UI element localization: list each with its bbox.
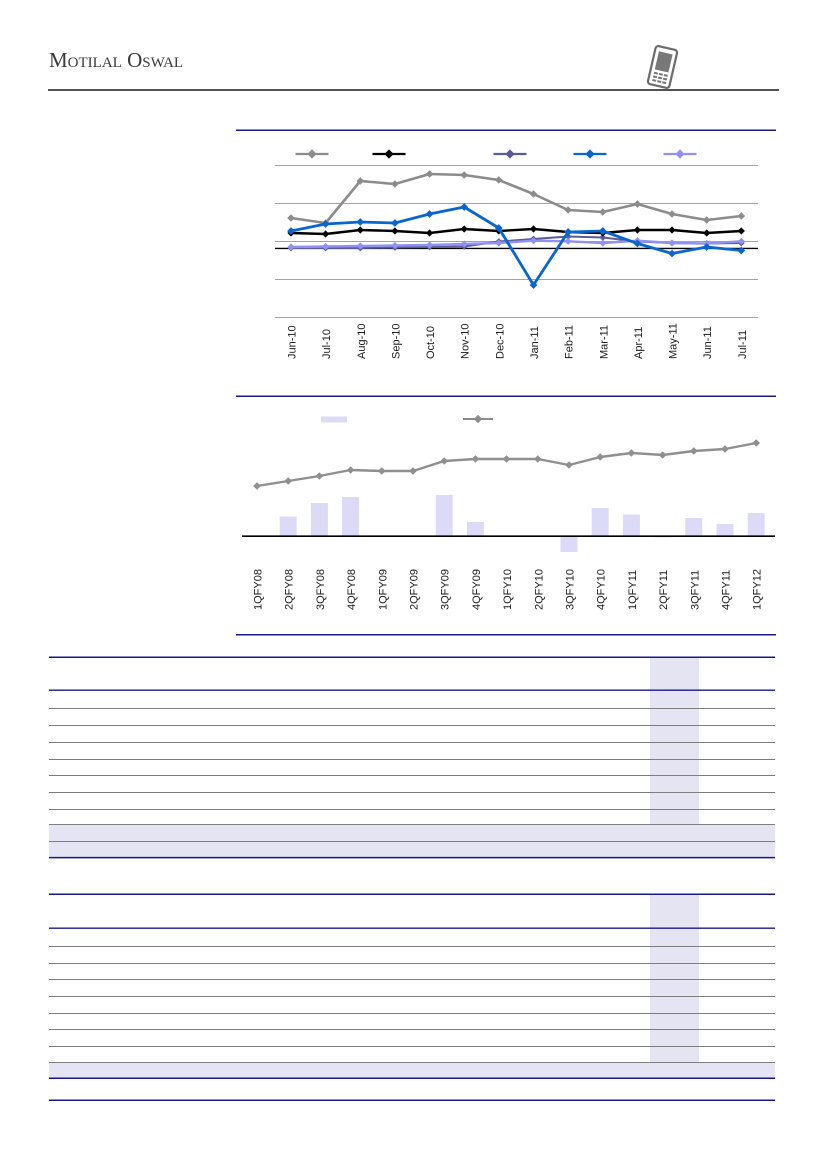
- svg-text:Apr-11: Apr-11: [633, 327, 645, 359]
- svg-text:Jul-10: Jul-10: [321, 329, 333, 359]
- svg-text:Oct-10: Oct-10: [425, 326, 437, 359]
- svg-text:3QFY08: 3QFY08: [315, 569, 327, 610]
- svg-text:May-11: May-11: [668, 323, 680, 359]
- svg-text:Jan-11: Jan-11: [529, 326, 541, 359]
- svg-text:1QFY10: 1QFY10: [502, 569, 514, 610]
- svg-text:Feb-11: Feb-11: [564, 325, 576, 359]
- svg-text:1QFY11: 1QFY11: [627, 570, 639, 610]
- svg-text:Jun-10: Jun-10: [287, 325, 299, 359]
- svg-text:Nov-10: Nov-10: [460, 324, 472, 359]
- svg-text:1QFY09: 1QFY09: [377, 569, 389, 610]
- svg-text:3QFY10: 3QFY10: [565, 569, 577, 610]
- svg-text:4QFY10: 4QFY10: [596, 569, 608, 610]
- svg-text:Aug-10: Aug-10: [356, 324, 368, 359]
- svg-text:Sep-10: Sep-10: [390, 324, 402, 359]
- svg-text:2QFY09: 2QFY09: [409, 569, 421, 610]
- svg-text:1QFY12: 1QFY12: [752, 569, 764, 610]
- svg-text:Jul-11: Jul-11: [737, 330, 749, 359]
- svg-text:3QFY09: 3QFY09: [440, 569, 452, 610]
- svg-text:Mar-11: Mar-11: [598, 325, 610, 359]
- svg-text:4QFY09: 4QFY09: [471, 569, 483, 610]
- svg-text:2QFY08: 2QFY08: [284, 569, 296, 610]
- svg-text:2QFY11: 2QFY11: [658, 570, 670, 610]
- svg-text:1QFY08: 1QFY08: [253, 569, 265, 610]
- svg-text:Jun-11: Jun-11: [702, 326, 714, 359]
- svg-text:4QFY08: 4QFY08: [346, 569, 358, 610]
- svg-text:3QFY11: 3QFY11: [689, 570, 701, 610]
- svg-text:2QFY10: 2QFY10: [533, 569, 545, 610]
- svg-text:Dec-10: Dec-10: [494, 324, 506, 359]
- svg-text:4QFY11: 4QFY11: [721, 570, 733, 610]
